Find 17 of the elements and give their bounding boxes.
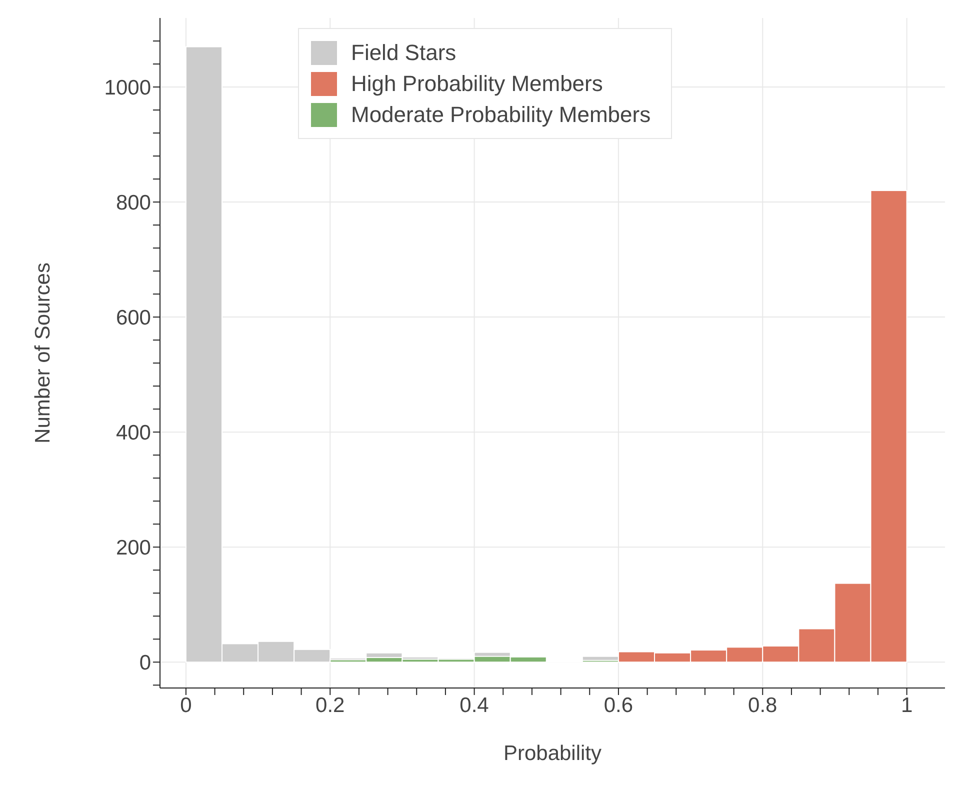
x-tick-label: 0.6: [604, 694, 634, 717]
x-axis-title: Probability: [503, 742, 602, 765]
y-tick-label: 200: [116, 536, 151, 560]
x-tick-label: 0.2: [316, 694, 345, 717]
x-tick-label: 0.8: [748, 694, 778, 717]
x-tick-label: 1: [900, 694, 913, 717]
y-tick-label: 1000: [104, 76, 151, 100]
y-tick-label: 0: [139, 652, 151, 675]
legend-label: Field Stars: [351, 39, 456, 67]
legend-label: High Probability Members: [351, 70, 603, 98]
legend-label: Moderate Probability Members: [351, 101, 651, 129]
y-tick-label: 400: [116, 422, 151, 445]
y-tick-label: 800: [116, 191, 151, 214]
x-tick-label: 0: [180, 694, 192, 717]
x-tick-label: 0.4: [460, 694, 490, 717]
y-tick-label: 600: [116, 306, 151, 330]
y-axis-title: Number of Sources: [31, 262, 54, 444]
